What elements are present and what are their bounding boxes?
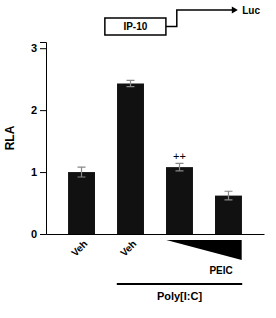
y-tick: 2 (31, 104, 46, 116)
y-axis-line (40, 43, 47, 235)
y-tick: 3 (31, 42, 46, 54)
plot: 0 1 2 3 Veh Veh RLA ++ PEIC Poly[I:C] IP-10 Luc (3, 5, 265, 303)
y-tick-label: 1 (31, 166, 37, 178)
error-bar (78, 167, 86, 177)
promoter-line (166, 10, 233, 27)
promoter-arrowhead (232, 7, 238, 14)
dose-triangle (166, 240, 241, 260)
marks (68, 80, 242, 234)
y-axis-title: RLA (3, 125, 17, 150)
error-bar (224, 191, 232, 200)
error-bar (175, 163, 183, 170)
y-tick: 1 (31, 166, 46, 178)
y-axis: 0 1 2 3 (31, 42, 47, 240)
bar (166, 167, 193, 234)
x-tick-label: Veh (69, 238, 89, 258)
annotation: Luc (242, 5, 260, 16)
error-bar-line (78, 167, 86, 177)
annotation: Poly[I:C] (157, 290, 203, 302)
bar (215, 196, 242, 234)
y-tick-label: 3 (31, 42, 37, 54)
x-tick: Veh (69, 238, 89, 258)
y-tick-label: 0 (31, 228, 37, 240)
y-tick-label: 2 (31, 104, 37, 116)
bar (117, 83, 144, 234)
annotation: ++ (173, 150, 186, 162)
y-tick: 0 (31, 228, 46, 240)
annotation: IP-10 (123, 21, 147, 32)
y-tick-mark (40, 110, 46, 111)
error-bar-line (224, 191, 232, 200)
chart-container: 0 1 2 3 Veh Veh RLA ++ PEIC Poly[I:C] IP-10 Luc (0, 0, 276, 318)
treatment-line (117, 283, 242, 285)
bar (68, 172, 95, 234)
y-tick-mark (40, 172, 46, 173)
annotation: PEIC (209, 265, 232, 276)
error-bar-line (127, 80, 135, 86)
x-axis-line (47, 234, 265, 235)
y-tick-mark (40, 234, 46, 235)
x-tick: Veh (118, 238, 138, 258)
error-bar-line (175, 163, 183, 170)
x-tick-label: Veh (118, 238, 138, 258)
promoter-box (105, 18, 166, 35)
y-tick-mark (40, 48, 46, 49)
error-bar (127, 80, 135, 86)
chart-svg: 0 1 2 3 Veh Veh RLA ++ PEIC Poly[I:C] IP-10 Luc (0, 0, 276, 318)
